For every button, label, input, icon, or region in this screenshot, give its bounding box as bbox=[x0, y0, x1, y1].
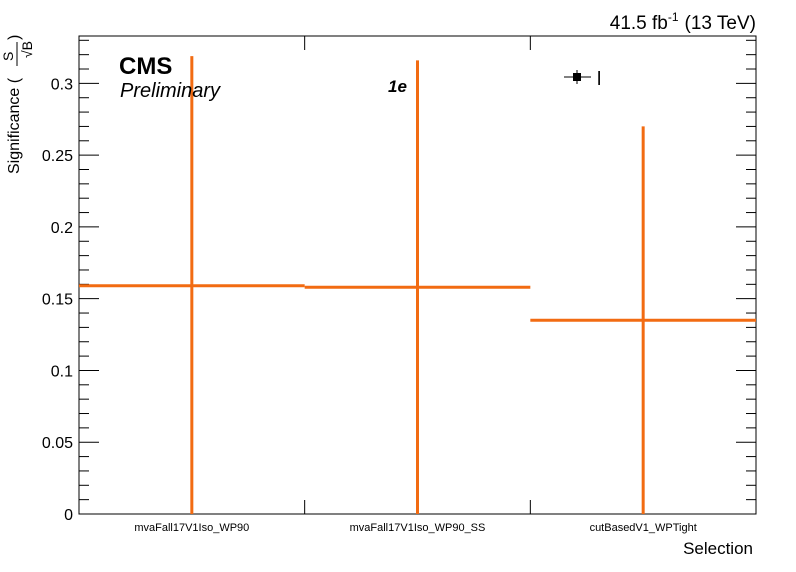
y-tick-label: 0 bbox=[64, 507, 73, 524]
x-axis-title: Selection bbox=[683, 539, 753, 558]
axis-ticks: 0 0.05 0.1 0.15 0.2 0.25 0.3 mvaFall17V1Iso_WP9… bbox=[42, 36, 757, 534]
y-axis-title-denominator: √B bbox=[19, 41, 35, 58]
y-tick-label: 0.15 bbox=[42, 292, 73, 309]
experiment-label: CMS bbox=[119, 53, 172, 80]
luminosity-label: 41.5 fb-1 (13 TeV) bbox=[610, 10, 756, 34]
y-tick-label: 0.2 bbox=[51, 220, 73, 237]
y-axis-title: Significance ( S √B ) bbox=[0, 35, 35, 174]
y-tick-label: 0.3 bbox=[51, 76, 73, 93]
x-tick-label: mvaFall17V1Iso_WP90_SS bbox=[350, 522, 486, 534]
x-tick-label: cutBasedV1_WPTight bbox=[590, 522, 697, 534]
legend-marker-square bbox=[573, 73, 581, 81]
x-tick-label: mvaFall17V1Iso_WP90 bbox=[134, 522, 249, 534]
legend: l bbox=[564, 69, 601, 90]
y-tick-label: 0.05 bbox=[42, 435, 73, 452]
y-axis-title-numerator: S bbox=[0, 52, 16, 61]
y-axis-title-close: ) bbox=[6, 35, 23, 40]
y-tick-label: 0.1 bbox=[51, 363, 73, 380]
data-marks bbox=[79, 56, 756, 514]
y-axis-title-text: Significance ( bbox=[6, 77, 23, 174]
y-tick-label: 0.25 bbox=[42, 148, 73, 165]
status-label: Preliminary bbox=[120, 80, 221, 102]
legend-entry-label: l bbox=[597, 69, 601, 90]
channel-label: 1e bbox=[388, 77, 407, 96]
